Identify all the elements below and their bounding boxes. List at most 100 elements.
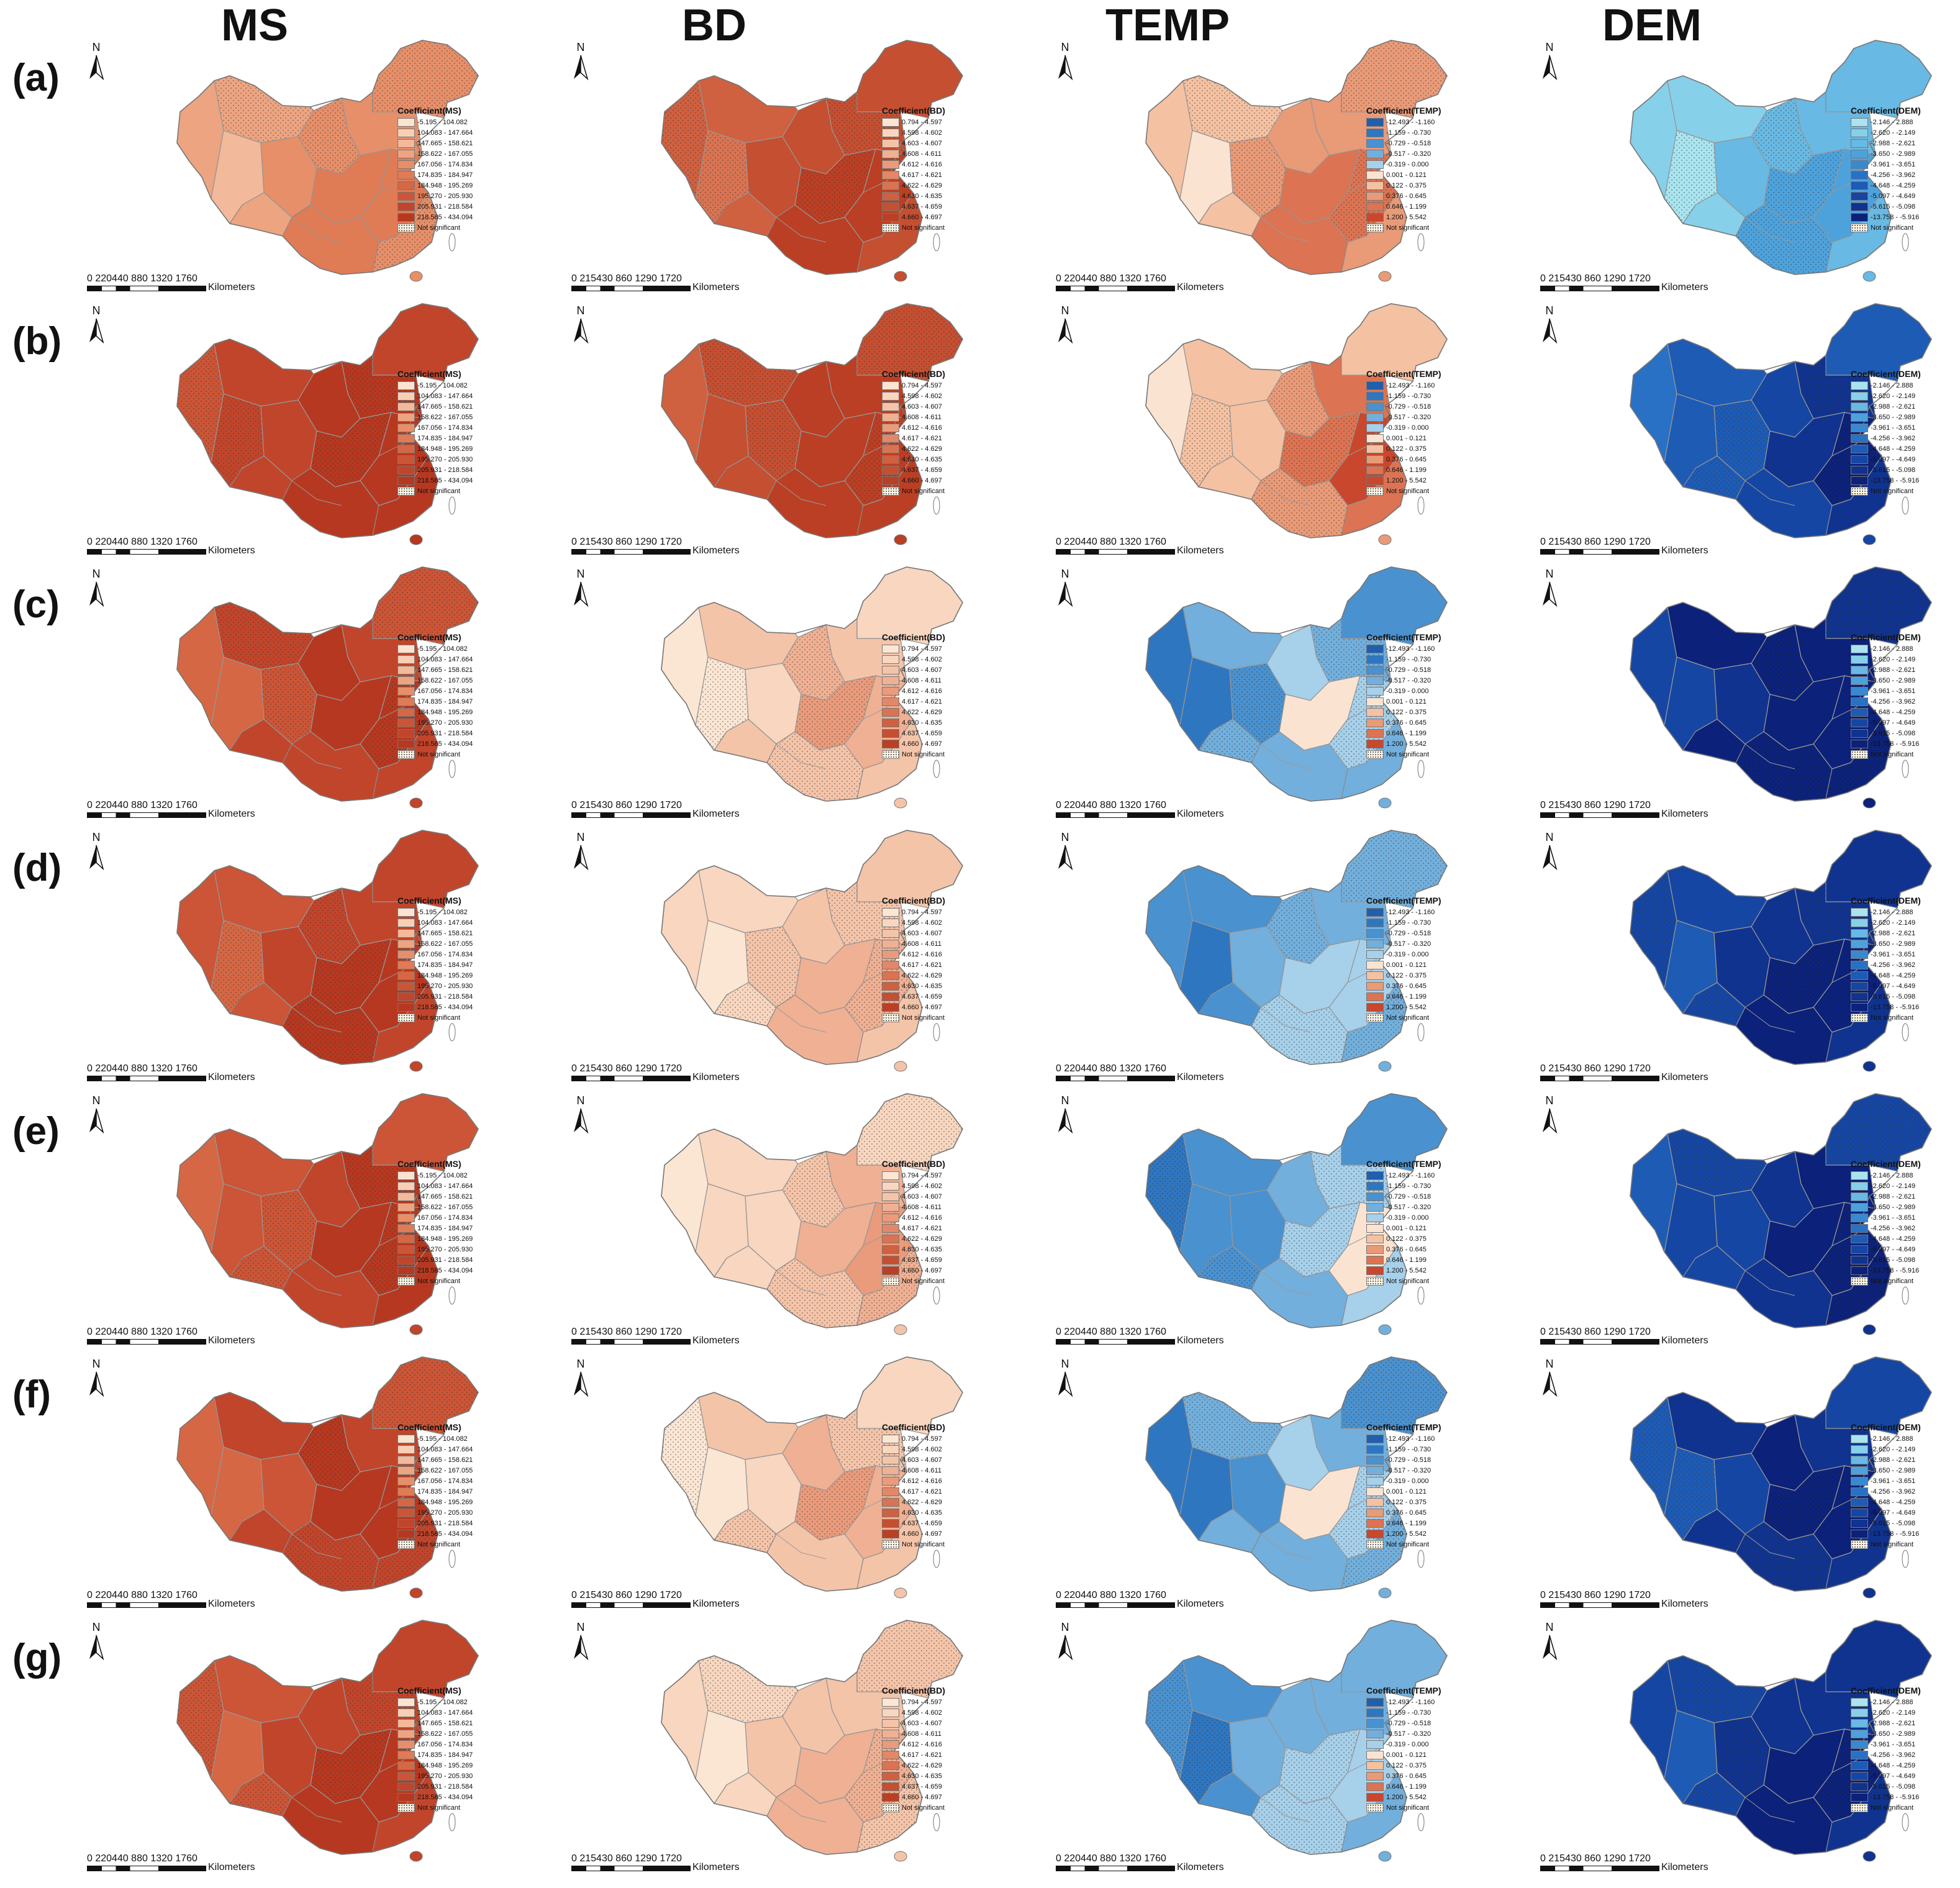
- legend-item: 174.835 - 184.947: [397, 960, 484, 970]
- legend-swatch: [1851, 476, 1868, 485]
- legend-label: -4.648 - -4.259: [1871, 1498, 1916, 1506]
- legend-label: -3.961 - -3.651: [1871, 950, 1916, 958]
- legend-item: -5.097 - -4.649: [1851, 1771, 1938, 1781]
- legend-item: -2.146 - 2.888: [1851, 1697, 1938, 1707]
- scale-unit: Kilometers: [1177, 1072, 1224, 1082]
- legend-item: -2.146 - 2.888: [1851, 1170, 1938, 1181]
- legend-label: 158.622 - 167.055: [417, 1466, 473, 1474]
- legend: Coefficient(MS) -5.195 - 104.082 104.083 -…: [397, 106, 484, 233]
- legend-label: 0.001 - 0.121: [1386, 434, 1427, 442]
- legend-label: 4.630 - 4.635: [902, 1509, 942, 1517]
- legend-label: 174.835 - 184.947: [417, 434, 473, 442]
- legend-label: -0.729 - -0.518: [1386, 929, 1431, 937]
- not-significant-overlay: [845, 1729, 913, 1822]
- legend-swatch: [1851, 1181, 1868, 1191]
- legend-label: 4.612 - 4.616: [902, 687, 942, 695]
- legend-item: 4.622 - 4.629: [882, 180, 969, 191]
- scale-bar-graphic: [1540, 812, 1659, 818]
- legend-label: -13.758 - -5.916: [1871, 1266, 1920, 1274]
- legend-swatch: [1366, 939, 1384, 948]
- legend-swatch: [1366, 655, 1384, 664]
- scale-bar-graphic: [571, 549, 691, 555]
- legend-item-not-significant: Not significant: [1851, 222, 1938, 233]
- legend-title: Coefficient(MS): [397, 1686, 461, 1695]
- legend-label: 205.931 - 218.584: [417, 202, 473, 211]
- legend-item: 1.200 - 5.542: [1366, 475, 1453, 486]
- legend-label: 4.603 - 4.607: [902, 1719, 942, 1727]
- north-label: N: [92, 1621, 101, 1633]
- legend-swatch: [1851, 686, 1868, 696]
- not-significant-overlay: [1329, 676, 1397, 769]
- scale-unit: Kilometers: [1177, 282, 1224, 293]
- legend-item: 4.612 - 4.616: [882, 1739, 969, 1750]
- north-label: N: [92, 304, 101, 317]
- legend-label: 4.630 - 4.635: [902, 719, 942, 727]
- legend-swatch: [397, 202, 415, 211]
- legend-item-not-significant: Not significant: [397, 1012, 484, 1023]
- legend-item-not-significant: Not significant: [1851, 1012, 1938, 1023]
- legend-label: -2.988 - -2.621: [1871, 1192, 1916, 1200]
- legend-item: -13.758 - -5.916: [1851, 212, 1938, 222]
- legend-label: Not significant: [1871, 1014, 1914, 1022]
- legend-label: 0.646 - 1.199: [1386, 1256, 1427, 1264]
- legend-label: -2.620 - -2.149: [1871, 919, 1916, 927]
- legend-swatch: [1366, 981, 1384, 991]
- north-arrow-icon: N: [87, 1094, 112, 1138]
- legend-item: 4.622 - 4.629: [882, 1233, 969, 1244]
- scale-bar: 0 220440 880 1320 1760 Kilometers: [87, 1590, 292, 1613]
- legend-label: 218.585 - 434.094: [417, 1003, 473, 1011]
- not-significant-overlay: [373, 40, 478, 118]
- legend-item: -0.319 - 0.000: [1366, 422, 1453, 433]
- legend-swatch: [882, 1266, 899, 1275]
- legend-item: -0.729 - -0.518: [1366, 665, 1453, 675]
- legend-swatch: [1366, 1487, 1384, 1496]
- scale-unit: Kilometers: [1661, 1599, 1708, 1609]
- legend-swatch: [1851, 707, 1868, 717]
- country-outline: [1630, 1620, 1932, 1855]
- legend-swatch: [1366, 1750, 1384, 1759]
- legend-swatch: [882, 117, 899, 127]
- legend-swatch: [1851, 1518, 1868, 1528]
- legend-label: -0.517 - -0.320: [1386, 1730, 1431, 1738]
- legend-item-not-significant: Not significant: [882, 749, 969, 760]
- north-label: N: [576, 1358, 585, 1370]
- legend-swatch: [1851, 160, 1868, 169]
- legend-label: -2.620 - -2.149: [1871, 1709, 1916, 1717]
- legend-label: -5.195 - 104.082: [417, 1698, 468, 1706]
- legend-swatch: [1366, 739, 1384, 748]
- legend-label: 0.376 - 0.645: [1386, 192, 1427, 200]
- legend-item: -12.493 - -1.160: [1366, 643, 1453, 654]
- legend-item: 4.630 - 4.635: [882, 1771, 969, 1781]
- legend-swatch: [1851, 1740, 1868, 1749]
- legend-label: 4.603 - 4.607: [902, 1192, 942, 1200]
- legend-label: 4.612 - 4.616: [902, 1740, 942, 1748]
- legend-swatch: [397, 1192, 415, 1201]
- legend-swatch: [1851, 1455, 1868, 1464]
- scale-bar: 0 220440 880 1320 1760 Kilometers: [87, 273, 292, 297]
- legend-label: 0.122 - 0.375: [1386, 1235, 1427, 1243]
- china-map: [1630, 830, 1932, 1072]
- legend-item: 104.083 - 147.664: [397, 391, 484, 401]
- legend-swatch: [1366, 433, 1384, 443]
- legend-swatch: [397, 1697, 415, 1707]
- not-significant-overlay: [1146, 1661, 1192, 1779]
- legend-swatch: [1851, 1750, 1868, 1759]
- scale-unit: Kilometers: [1661, 282, 1708, 293]
- legend-item: 0.376 - 0.645: [1366, 1244, 1453, 1255]
- legend-swatch: [397, 1234, 415, 1243]
- legend-item: -4.256 - -3.962: [1851, 1486, 1938, 1497]
- legend-label: -0.517 - -0.320: [1386, 413, 1431, 421]
- country-outline: [661, 830, 963, 1065]
- legend-swatch: [397, 191, 415, 201]
- legend-title: Coefficient(TEMP): [1366, 1159, 1441, 1169]
- legend-item: 158.622 - 167.055: [397, 148, 484, 159]
- legend: Coefficient(DEM) -2.146 - 2.888 -2.620 - -…: [1851, 1686, 1938, 1813]
- legend-title: Coefficient(MS): [397, 106, 461, 116]
- legend-label: 205.931 - 218.584: [417, 1256, 473, 1264]
- legend-swatch: [1366, 412, 1384, 422]
- scale-bar: 0 215430 860 1290 1720 Kilometers: [571, 1853, 776, 1877]
- north-label: N: [1061, 41, 1069, 53]
- legend-item: 4.598 - 4.602: [882, 1444, 969, 1455]
- hainan-island: [894, 1324, 907, 1335]
- legend-swatch: [397, 402, 415, 411]
